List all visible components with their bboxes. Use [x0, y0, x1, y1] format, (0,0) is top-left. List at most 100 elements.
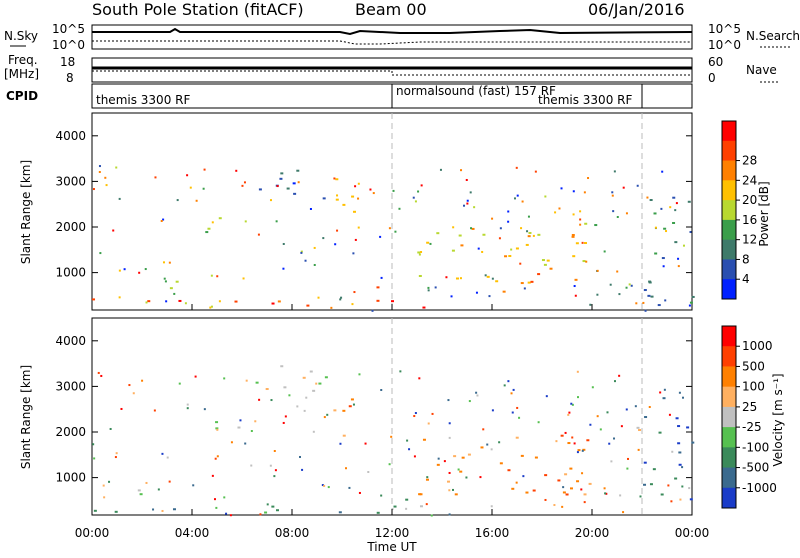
colorbar-cell: [722, 239, 736, 260]
freq-tick-bottom: 8: [66, 71, 74, 85]
data-cell: [354, 238, 357, 241]
data-cell: [276, 185, 279, 188]
data-cell: [153, 409, 156, 412]
data-cell: [622, 186, 625, 189]
data-cell: [313, 263, 316, 266]
data-cell: [296, 405, 299, 408]
data-cell: [98, 165, 101, 168]
data-cell: [357, 182, 360, 185]
data-cell: [491, 217, 494, 220]
data-cell: [192, 484, 195, 487]
data-cell: [498, 237, 501, 240]
data-cell: [667, 484, 670, 487]
data-cell: [414, 200, 417, 203]
data-cell: [422, 438, 426, 441]
data-cell: [342, 409, 346, 412]
data-cell: [203, 168, 206, 171]
data-cell: [176, 199, 179, 202]
data-cell: [333, 409, 337, 412]
data-cell: [203, 408, 206, 411]
data-cell: [420, 184, 423, 187]
data-cell: [511, 487, 515, 490]
nsearch-tick-top: 10^5: [708, 22, 741, 36]
cpid-segment-3: themis 3300 RF: [538, 93, 632, 107]
data-cell: [479, 476, 482, 479]
data-cell: [575, 242, 579, 245]
data-cell: [327, 486, 330, 489]
x-tick-label: 12:00: [375, 526, 410, 540]
data-cell: [168, 261, 171, 264]
data-cell: [163, 277, 166, 280]
data-cell: [300, 251, 303, 254]
data-cell: [388, 227, 391, 230]
data-cell: [270, 399, 273, 402]
data-cell: [618, 374, 621, 377]
data-cell: [280, 365, 284, 368]
data-cell: [326, 413, 329, 416]
y-tick-label: 2000: [55, 220, 86, 234]
data-cell: [93, 509, 97, 512]
data-cell: [93, 457, 96, 460]
freq-tick-top: 18: [60, 55, 75, 69]
data-cell: [662, 397, 666, 400]
data-cell: [393, 505, 397, 508]
colorbar-cell: [722, 467, 736, 489]
data-cell: [473, 206, 476, 209]
data-cell: [399, 370, 402, 373]
data-cell: [209, 306, 212, 309]
data-cell: [508, 254, 512, 257]
data-cell: [178, 382, 181, 385]
nsky-line: [92, 27, 693, 36]
data-cell: [137, 489, 141, 492]
data-cell: [259, 513, 262, 516]
data-cell: [380, 389, 383, 392]
data-cell: [313, 246, 316, 249]
data-cell: [436, 232, 440, 235]
data-cell: [516, 194, 519, 197]
nsearch-label: N.Search: [746, 29, 800, 43]
data-cell: [229, 514, 232, 517]
data-cell: [643, 483, 647, 486]
data-cell: [616, 270, 619, 273]
nave-label: Nave: [746, 63, 777, 77]
data-cell: [166, 456, 169, 459]
data-cell: [348, 405, 352, 408]
velocity-colorbar-label: Velocity [m s⁻¹]: [771, 373, 785, 466]
data-cell: [612, 210, 615, 213]
data-cell: [429, 242, 432, 245]
data-cell: [587, 177, 590, 180]
data-cell: [235, 169, 238, 172]
data-cell: [682, 244, 685, 247]
data-cell: [322, 197, 326, 200]
data-cell: [301, 468, 304, 471]
data-cell: [571, 233, 575, 236]
data-cell: [445, 276, 448, 279]
nsky-label: N.Sky: [4, 29, 38, 43]
data-cell: [245, 379, 248, 382]
data-cell: [186, 407, 189, 410]
data-cell: [583, 191, 586, 194]
data-cell: [663, 388, 666, 391]
nave-tick-top: 60: [708, 55, 723, 69]
data-cell: [625, 408, 628, 411]
data-cell: [336, 229, 339, 232]
data-cell: [466, 202, 469, 205]
data-cell: [567, 442, 571, 445]
data-cell: [658, 431, 662, 434]
data-cell: [118, 269, 121, 272]
data-cell: [213, 498, 216, 501]
data-cell: [484, 274, 487, 277]
data-cell: [491, 409, 494, 412]
nsky-panel: [91, 24, 693, 50]
data-cell: [274, 469, 277, 472]
data-cell: [164, 280, 167, 283]
data-cell: [152, 508, 155, 511]
data-cell: [98, 171, 101, 174]
data-cell: [425, 503, 428, 506]
data-cell: [451, 249, 455, 252]
data-cell: [521, 200, 524, 203]
data-cell: [161, 452, 164, 455]
data-cell: [139, 493, 143, 496]
data-cell: [480, 446, 484, 449]
data-cell: [532, 234, 535, 237]
